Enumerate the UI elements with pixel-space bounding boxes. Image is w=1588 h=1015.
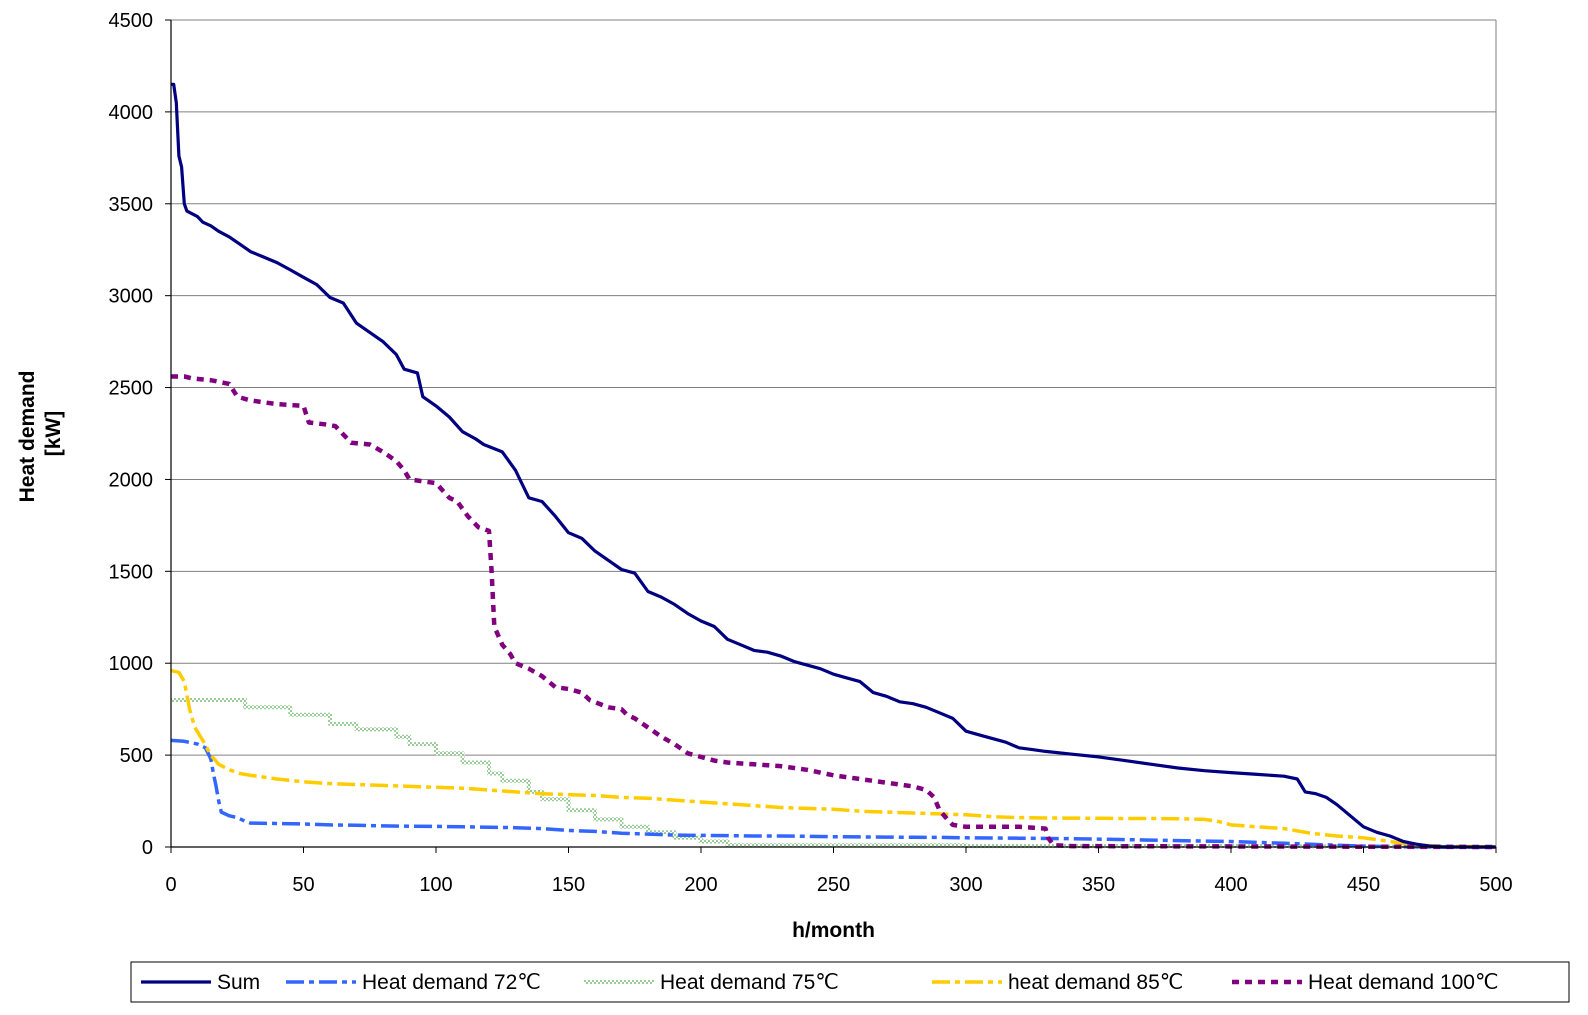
y-tick-label: 0 [142, 837, 153, 859]
legend-label-1: Heat demand 72℃ [362, 971, 541, 994]
y-tick-label: 4000 [109, 102, 154, 124]
x-tick-label: 0 [165, 874, 176, 896]
y-axis-title: Heat demand [kW] [16, 365, 65, 503]
y-tick-label: 3500 [109, 194, 154, 216]
x-tick-label: 400 [1214, 874, 1247, 896]
y-tick-label: 4500 [109, 10, 154, 32]
legend-label-2: Heat demand 75℃ [660, 971, 839, 994]
series-line-0 [171, 82, 1496, 849]
series-line-1 [170, 738, 1496, 849]
legend-label-3: heat demand 85℃ [1008, 971, 1183, 994]
y-axis-title-line-1: Heat demand [16, 370, 39, 502]
series-line-2 [171, 698, 1497, 849]
series-line-3 [170, 668, 1497, 849]
legend: Sum Heat demand 72℃ Heat demand 75℃ heat de… [130, 961, 1570, 1003]
x-tick-label: 450 [1347, 874, 1380, 896]
x-tick-label: 50 [292, 874, 314, 896]
x-tick-label: 150 [552, 874, 585, 896]
x-tick-label: 350 [1082, 874, 1115, 896]
tick-labels: 0 500 1000 1500 2000 2500 3000 3500 4000 4500 0 50 1… [109, 10, 1513, 896]
y-tick-label: 2500 [109, 378, 154, 400]
legend-label-4: Heat demand 100℃ [1308, 971, 1499, 994]
y-tick-label: 3000 [109, 286, 154, 308]
y-tick-label: 1500 [109, 561, 154, 583]
y-tick-label: 2000 [109, 469, 154, 491]
x-axis-title: h/month [792, 919, 875, 942]
x-tick-label: 250 [817, 874, 850, 896]
series-line-4 [171, 374, 1497, 850]
y-tick-label: 1000 [109, 653, 154, 675]
y-tick-label: 500 [120, 745, 153, 767]
x-tick-label: 100 [419, 874, 452, 896]
x-tick-label: 300 [949, 874, 982, 896]
y-axis-title-line-2: [kW] [42, 411, 65, 457]
x-tick-label: 500 [1479, 874, 1512, 896]
legend-label-0: Sum [217, 971, 260, 994]
legend-box [130, 961, 1570, 1003]
series-layer [170, 82, 1497, 850]
gridlines [171, 19, 1496, 756]
x-tick-label: 200 [684, 874, 717, 896]
axes [165, 19, 1497, 853]
